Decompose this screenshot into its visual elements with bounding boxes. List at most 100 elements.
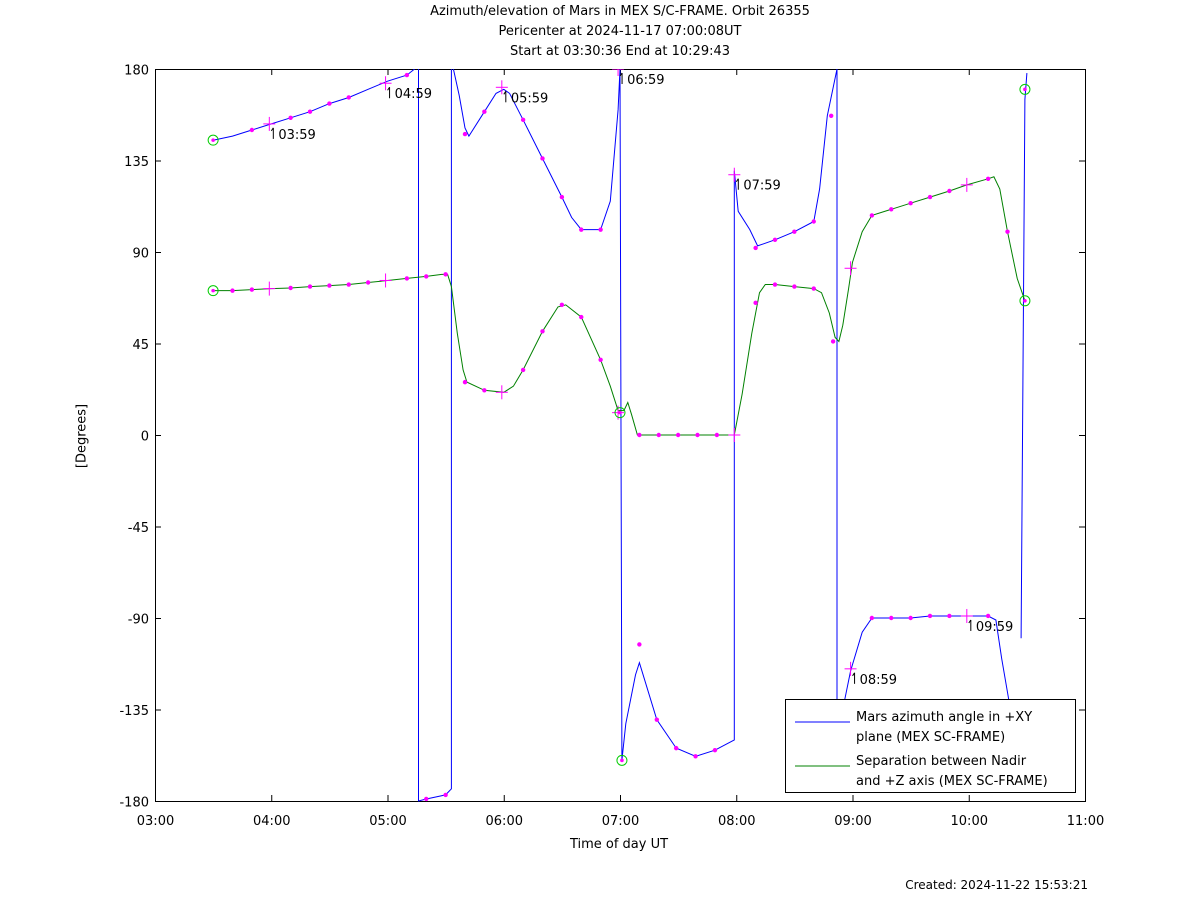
separation-data-marker	[811, 286, 816, 291]
azimuth-data-marker	[985, 613, 991, 619]
separation-series-line	[213, 176, 1026, 436]
separation-data-marker	[462, 379, 468, 385]
hour-label-pointer-tip	[852, 672, 855, 677]
separation-data-marker	[327, 283, 332, 288]
y-tick-label: -180	[119, 796, 149, 811]
separation-data-marker	[249, 287, 255, 292]
separation-data-marker	[559, 302, 565, 308]
azimuth-data-marker	[404, 72, 410, 78]
azimuth-endpoint-circle	[616, 754, 628, 766]
azimuth-data-marker	[693, 754, 698, 759]
chart-subtitle-pericenter: Pericenter at 2024-11-17 07:00:08UT	[498, 24, 742, 39]
y-tick-label: 45	[132, 338, 149, 353]
x-tick-label: 08:00	[718, 814, 755, 829]
separation-endpoint-dot	[211, 288, 215, 293]
hour-label: 09:59	[976, 620, 1013, 635]
hour-label-pointer-tip	[387, 86, 390, 91]
separation-data-marker	[792, 284, 797, 289]
hour-label: 06:59	[627, 73, 664, 88]
azimuth-data-marker	[889, 615, 894, 621]
separation-data-marker	[695, 432, 700, 438]
separation-data-marker	[443, 272, 448, 277]
azimuth-data-marker	[482, 109, 487, 114]
azimuth-series-line	[212, 69, 1028, 802]
chart-subtitle-start-end: Start at 03:30:36 End at 10:29:43	[509, 44, 731, 59]
separation-data-marker	[482, 388, 487, 393]
separation-endpoint-circle	[207, 285, 219, 297]
azimuth-data-marker	[424, 796, 429, 802]
azimuth-data-marker	[598, 227, 603, 232]
separation-data-marker	[288, 285, 293, 291]
separation-data-marker	[869, 213, 875, 218]
separation-data-marker	[947, 188, 952, 194]
azimuth-data-marker	[443, 792, 448, 798]
x-tick-label: 10:00	[951, 814, 988, 829]
azimuth-data-marker	[346, 95, 351, 100]
hour-label-pointer-tip	[503, 91, 507, 95]
azimuth-data-marker	[249, 127, 255, 133]
azimuth-data-marker	[307, 109, 313, 114]
legend-azimuth-label-1: Mars azimuth angle in +XY	[856, 710, 1032, 725]
hour-label: 08:59	[860, 673, 897, 688]
legend-box	[785, 699, 1076, 793]
hour-label: 05:59	[511, 91, 548, 106]
azimuth-data-marker	[908, 615, 913, 621]
legend-azimuth-label-2: plane (MEX SC-FRAME)	[856, 730, 1005, 745]
hour-label: 03:59	[278, 128, 315, 143]
x-tick-label: 11:00	[1067, 814, 1104, 829]
x-axis-label: Time of day UT	[569, 837, 669, 852]
azimuth-data-marker	[712, 747, 718, 753]
azimuth-data-marker	[947, 613, 952, 619]
azimuth-data-marker	[772, 237, 778, 242]
plot-area	[207, 69, 1031, 802]
separation-data-marker	[637, 432, 642, 438]
chart-title: Azimuth/elevation of Mars in MEX S/C-FRA…	[430, 4, 810, 19]
separation-data-marker	[1005, 229, 1010, 234]
y-tick-label: 135	[124, 155, 149, 170]
hour-label-pointer-tip	[735, 178, 739, 183]
hour-label-pointer-tip	[619, 72, 623, 77]
y-tick-label: 0	[141, 430, 149, 445]
x-tick-label: 07:00	[602, 814, 639, 829]
separation-data-marker	[830, 339, 836, 344]
azimuth-data-marker	[327, 101, 332, 106]
separation-data-marker	[714, 432, 720, 438]
azimuth-endpoint-dot	[620, 758, 624, 763]
separation-endpoint-dot	[618, 410, 622, 415]
azimuth-data-marker	[579, 227, 584, 232]
legend: Mars azimuth angle in +XY plane (MEX SC-…	[785, 699, 1076, 793]
separation-data-marker	[772, 282, 778, 287]
y-tick-label: 180	[124, 64, 149, 79]
y-tick-label: -90	[128, 613, 149, 628]
x-tick-label: 03:00	[137, 814, 174, 829]
separation-endpoint-circle	[614, 407, 626, 419]
separation-data-marker	[520, 367, 526, 373]
legend-separation-label-2: and +Z axis (MEX SC-FRAME)	[856, 774, 1048, 789]
azimuth-data-marker	[927, 613, 933, 619]
separation-data-marker	[404, 276, 410, 281]
separation-data-marker	[230, 288, 235, 293]
azimuth-data-marker	[828, 113, 834, 118]
azimuth-data-marker	[869, 615, 875, 621]
separation-data-marker	[927, 194, 933, 200]
azimuth-data-marker	[637, 642, 642, 647]
separation-data-marker	[346, 282, 351, 287]
azimuth-data-marker	[673, 745, 679, 751]
separation-data-marker	[675, 432, 681, 438]
separation-data-marker	[656, 432, 661, 438]
y-axis-label: [Degrees]	[74, 403, 90, 469]
y-tick-label: -135	[119, 704, 149, 719]
hour-label-pointer-tip	[968, 619, 972, 624]
azimuth-data-marker	[811, 219, 816, 224]
separation-data-marker	[365, 280, 371, 285]
separation-data-marker	[424, 274, 429, 279]
hour-labels: 03:59 04:59 05:59 06:59 07:59 08:59 09:59	[270, 72, 1013, 688]
x-tick-label: 06:00	[486, 814, 523, 829]
y-tick-label: 90	[132, 247, 149, 262]
separation-endpoint-dot	[1023, 299, 1027, 303]
hour-label-pointer-tip	[270, 127, 274, 132]
x-tick-label: 04:00	[253, 814, 290, 829]
separation-data-marker	[908, 201, 913, 206]
separation-data-marker	[985, 176, 991, 181]
